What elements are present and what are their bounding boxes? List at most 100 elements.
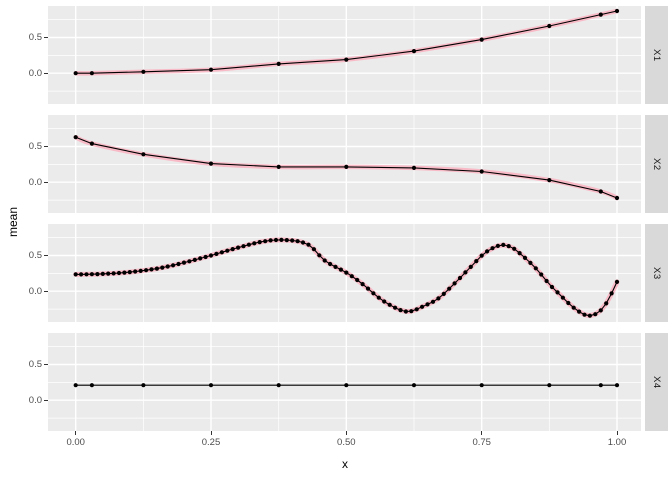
data-point <box>598 12 603 17</box>
data-point <box>528 260 533 265</box>
data-point <box>273 237 279 243</box>
data-point <box>479 169 484 174</box>
data-point <box>181 260 187 265</box>
data-point <box>141 69 146 74</box>
data-point <box>263 239 268 244</box>
data-point <box>149 267 154 272</box>
facet-panel-X1 <box>48 6 641 104</box>
facet-strip-X3: X3 <box>645 224 668 322</box>
x-tick-label: 0.25 <box>201 437 221 448</box>
x-tick-label: 0.75 <box>472 437 491 448</box>
data-point <box>598 308 603 313</box>
strip-label: X1 <box>651 48 662 62</box>
data-point <box>463 270 468 275</box>
data-point <box>604 301 609 306</box>
data-point <box>539 272 544 277</box>
data-point <box>241 244 246 249</box>
data-point <box>73 135 78 140</box>
data-point <box>598 383 603 388</box>
facet-strip-X4: X4 <box>645 333 668 431</box>
x-tick-mark <box>616 431 618 435</box>
data-point <box>208 253 214 258</box>
data-point <box>376 295 381 300</box>
data-point <box>192 257 197 262</box>
data-point <box>479 383 484 388</box>
data-point <box>100 271 105 276</box>
data-point <box>338 267 343 272</box>
data-point <box>95 272 100 277</box>
x-tick-mark <box>75 431 77 435</box>
y-tick-label: 0.0 <box>28 394 42 406</box>
data-point <box>208 67 214 72</box>
data-point <box>198 256 203 261</box>
data-point <box>160 265 165 270</box>
data-point <box>276 164 281 169</box>
data-point <box>479 37 484 42</box>
data-point <box>344 383 349 388</box>
data-point <box>268 238 273 243</box>
data-point <box>609 291 614 296</box>
data-point <box>225 248 230 253</box>
strip-label: X4 <box>651 375 662 389</box>
data-point <box>295 239 300 244</box>
y-tick-mark <box>44 255 48 256</box>
data-point <box>116 270 122 276</box>
facet-strip-X1: X1 <box>645 6 668 104</box>
x-tick-label: 1.00 <box>607 437 627 448</box>
data-point <box>411 49 417 54</box>
data-point <box>79 272 84 277</box>
data-point <box>474 259 479 264</box>
data-point <box>614 195 620 201</box>
data-point <box>122 270 127 275</box>
data-point <box>414 307 419 312</box>
data-point <box>398 308 403 313</box>
data-point <box>306 242 311 247</box>
data-point <box>555 290 560 295</box>
data-point <box>533 266 538 271</box>
data-point <box>371 291 376 296</box>
data-point <box>89 383 94 388</box>
data-point <box>333 264 338 269</box>
data-point <box>89 272 94 277</box>
data-point <box>89 141 94 146</box>
data-point <box>73 272 78 277</box>
data-point <box>355 277 360 283</box>
data-point <box>138 268 143 273</box>
data-point <box>208 161 214 166</box>
data-point <box>411 383 417 388</box>
data-point <box>176 261 181 267</box>
data-point <box>365 286 371 291</box>
data-point <box>300 240 306 245</box>
data-point <box>495 243 500 248</box>
data-point <box>187 259 192 264</box>
data-point <box>360 282 365 287</box>
data-point <box>106 271 111 276</box>
data-point <box>208 383 214 388</box>
y-axis-title: mean <box>6 206 20 237</box>
data-point <box>203 254 208 260</box>
y-tick-label: 0.0 <box>28 176 42 188</box>
y-tick-mark <box>44 146 48 147</box>
data-point <box>328 261 333 267</box>
data-point <box>214 251 219 256</box>
data-point <box>430 299 436 304</box>
data-point <box>84 272 89 277</box>
data-point <box>512 246 517 251</box>
data-point <box>171 263 176 268</box>
data-point <box>219 250 224 255</box>
data-point <box>614 279 620 284</box>
data-point <box>547 178 552 183</box>
x-tick-mark <box>481 431 483 435</box>
data-point <box>349 274 354 279</box>
data-point <box>127 270 132 275</box>
data-point <box>154 266 159 271</box>
x-axis-title: x <box>342 457 348 471</box>
data-point <box>436 296 441 301</box>
data-point <box>387 302 392 307</box>
data-point <box>144 268 149 273</box>
data-point <box>522 255 528 260</box>
y-tick-label: 0.5 <box>28 359 42 370</box>
data-point <box>485 249 490 254</box>
data-point <box>322 258 327 263</box>
